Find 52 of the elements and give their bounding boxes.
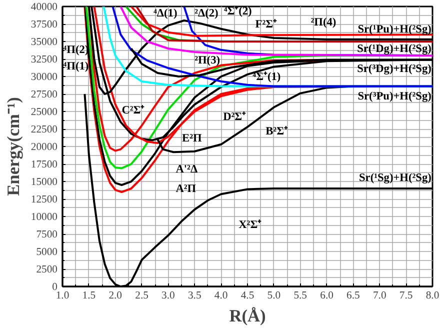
y-tick-label: 32500 xyxy=(30,54,58,66)
annotation: D²Σ⁺ xyxy=(223,111,246,124)
y-tick-label: 22500 xyxy=(30,124,58,136)
x-tick-label: 3.5 xyxy=(188,290,202,302)
y-tick-label: 10000 xyxy=(30,212,58,223)
annotation: ²Δ(2) xyxy=(194,8,219,20)
x-tick-label: 2.0 xyxy=(108,290,122,302)
x-tick-label: 7.5 xyxy=(399,290,413,302)
y-tick-label: 12500 xyxy=(30,194,58,206)
annotation: Sr(¹Dg)+H(²Sg) xyxy=(357,43,432,56)
x-tick-label: 6.0 xyxy=(320,290,334,302)
x-tick-label: 4.5 xyxy=(240,290,254,302)
annotation: B²Σ⁺ xyxy=(266,126,288,138)
x-tick-label: 5.0 xyxy=(267,290,281,302)
x-tick-label: 4.0 xyxy=(214,290,228,302)
x-tick-label: 7.0 xyxy=(372,290,386,302)
annotation: Sr(¹Sg)+H(²Sg) xyxy=(358,172,432,184)
x-tick-label: 2.5 xyxy=(135,290,148,302)
y-tick-label: 7500 xyxy=(36,230,58,240)
x-tick-label: 5.5 xyxy=(294,290,308,302)
annotation: ⁴Δ(1) xyxy=(154,8,178,20)
x-tick-label: 1.5 xyxy=(82,290,96,302)
y-tick-label: 0 xyxy=(52,282,58,293)
y-tick-label: 15000 xyxy=(30,177,58,188)
annotation: ²Π(3) xyxy=(194,54,220,66)
annotation: A²Π xyxy=(176,183,196,196)
y-tick-label: 17500 xyxy=(30,160,58,170)
annotation: ²Π(4) xyxy=(310,16,336,28)
y-tick-label: 25000 xyxy=(30,107,58,118)
x-tick-label: 6.5 xyxy=(346,290,360,302)
annotation: Sr(³Dg)+H(²Sg) xyxy=(357,63,432,76)
annotation: ⁴Σ⁺(1) xyxy=(252,71,281,84)
y-tick-label: 30000 xyxy=(30,72,58,83)
y-tick-label: 5000 xyxy=(36,247,58,258)
y-tick-label: 35000 xyxy=(30,37,58,48)
annotation: Sr(¹Pu)+H(²Sg) xyxy=(358,23,432,36)
annotation: C²Σ⁺ xyxy=(122,104,145,117)
x-axis-title: R(Å) xyxy=(229,306,266,326)
annotation: F²Σ⁺ xyxy=(255,18,278,31)
y-tick-label: 20000 xyxy=(30,142,58,153)
x-tick-label: 3.0 xyxy=(162,290,175,302)
y-tick-label: 2500 xyxy=(36,264,58,276)
annotation: E²Π xyxy=(182,132,202,145)
y-tick-label: 27500 xyxy=(30,90,58,100)
x-tick-label: 8.0 xyxy=(426,290,440,302)
annotation: X²Σ⁺ xyxy=(238,218,262,231)
x-tick-label: 1.0 xyxy=(56,290,70,302)
y-axis-title: Energy(cm⁻¹) xyxy=(4,96,23,196)
y-tick-label: 37500 xyxy=(30,20,58,30)
annotation: Sr(³Pu)+H(²Sg) xyxy=(358,90,432,103)
annotation: A'²Δ xyxy=(176,163,198,176)
y-tick-label: 40000 xyxy=(30,2,58,13)
